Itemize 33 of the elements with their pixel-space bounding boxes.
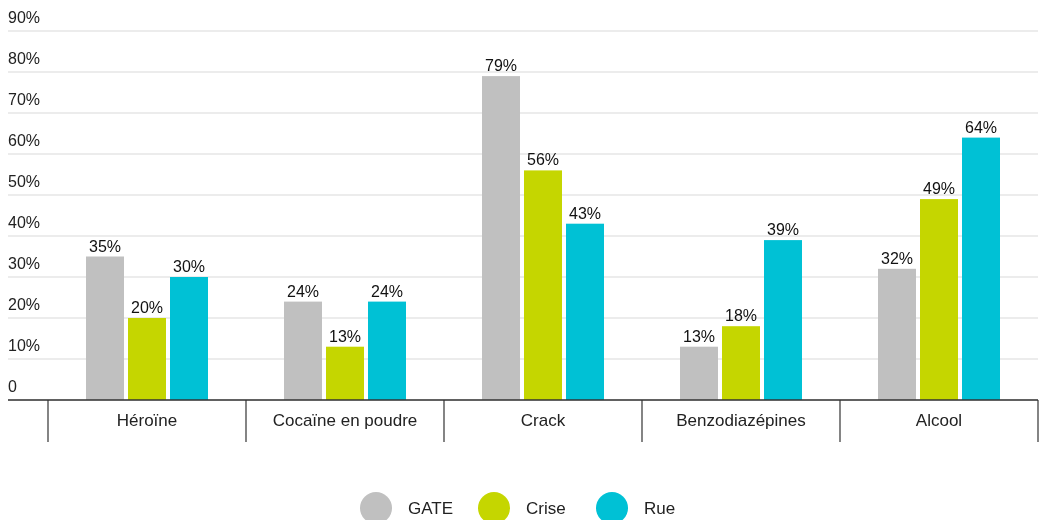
y-tick-label: 30% <box>8 255 41 272</box>
data-label: 79% <box>484 57 518 75</box>
data-label: 43% <box>568 204 602 222</box>
data-label: 64% <box>964 118 998 136</box>
y-tick-label: 0 <box>8 378 17 395</box>
legend-label: GATE <box>408 499 454 518</box>
data-label: 56% <box>526 151 560 169</box>
x-tick-label: Benzodiazépines <box>676 411 806 430</box>
x-tick-label: Cocaïne en poudre <box>272 411 418 430</box>
y-tick-label: 40% <box>8 214 41 231</box>
y-tick-label: 20% <box>8 296 41 313</box>
y-tick-label: 90% <box>8 9 41 26</box>
data-label: 30% <box>172 258 206 275</box>
data-label: 18% <box>724 307 758 325</box>
y-tick-label: 50% <box>8 173 41 190</box>
data-label: 13% <box>328 327 362 345</box>
data-label: 49% <box>922 180 956 198</box>
y-tick-label: 70% <box>8 91 41 108</box>
data-label: 32% <box>880 249 914 267</box>
x-tick-label: Crack <box>520 411 566 430</box>
data-label: 13% <box>682 327 716 345</box>
legend-label: Rue <box>644 499 676 518</box>
data-label: 24% <box>370 282 404 300</box>
y-tick-label: 60% <box>8 132 41 149</box>
legend-label: Crise <box>526 499 566 518</box>
data-label: 20% <box>130 299 164 316</box>
x-tick-label: Alcool <box>915 411 963 430</box>
y-tick-label: 10% <box>8 337 41 354</box>
data-label: 24% <box>286 282 320 300</box>
data-label: 39% <box>766 221 800 239</box>
x-tick-label: Héroïne <box>116 411 178 430</box>
data-label: 35% <box>88 237 122 255</box>
y-tick-label: 80% <box>8 50 41 67</box>
